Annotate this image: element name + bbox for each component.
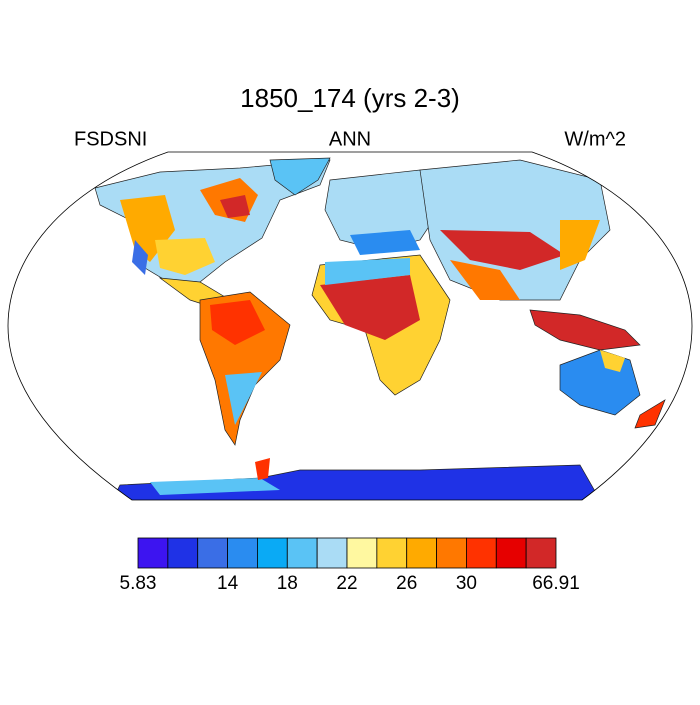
colorbar-box [197,537,228,569]
region [132,240,148,275]
region [150,478,280,495]
left-string: FSDSNI [74,128,147,150]
colorbar-box [466,537,497,569]
australia [559,349,641,416]
colorbar-box [227,537,258,569]
colorbar-box [137,537,169,569]
region [155,238,215,275]
region [210,300,265,345]
region [350,230,420,255]
region [450,260,520,300]
colorbar: 5.83 14 18 22 26 30 66.91 [120,537,580,594]
maritime-continent [529,309,641,351]
colorbar-label: 18 [277,573,298,594]
colorbar-box [167,537,199,569]
colorbar-box [316,537,348,569]
colorbar-box [436,537,467,569]
new-zealand [634,399,666,429]
colorbar-label: 22 [336,573,357,594]
colorbar-box [286,537,318,569]
colorbar-box [406,537,437,569]
colorbar-box [346,537,378,569]
colorbar-label: 26 [396,573,417,594]
map [7,151,693,501]
colorbar-box [495,537,527,569]
colorbar-label: 14 [217,573,239,594]
right-string: W/m^2 [564,128,626,150]
greenland [269,157,331,196]
region [320,275,420,340]
region [560,220,600,270]
map-outline [7,151,693,501]
region [255,458,270,480]
region [220,195,250,218]
region [325,258,410,285]
region [600,350,625,372]
region [225,372,262,425]
title: 1850_174 (yrs 2-3) [240,83,460,113]
colorbar-label: 5.83 [120,573,157,594]
colorbar-label: 66.91 [532,573,580,594]
colorbar-box [525,537,557,569]
colorbar-box [257,537,288,569]
region [440,230,565,270]
colorbar-box [376,537,408,569]
center-string: ANN [329,128,371,150]
colorbar-label: 30 [456,573,477,594]
